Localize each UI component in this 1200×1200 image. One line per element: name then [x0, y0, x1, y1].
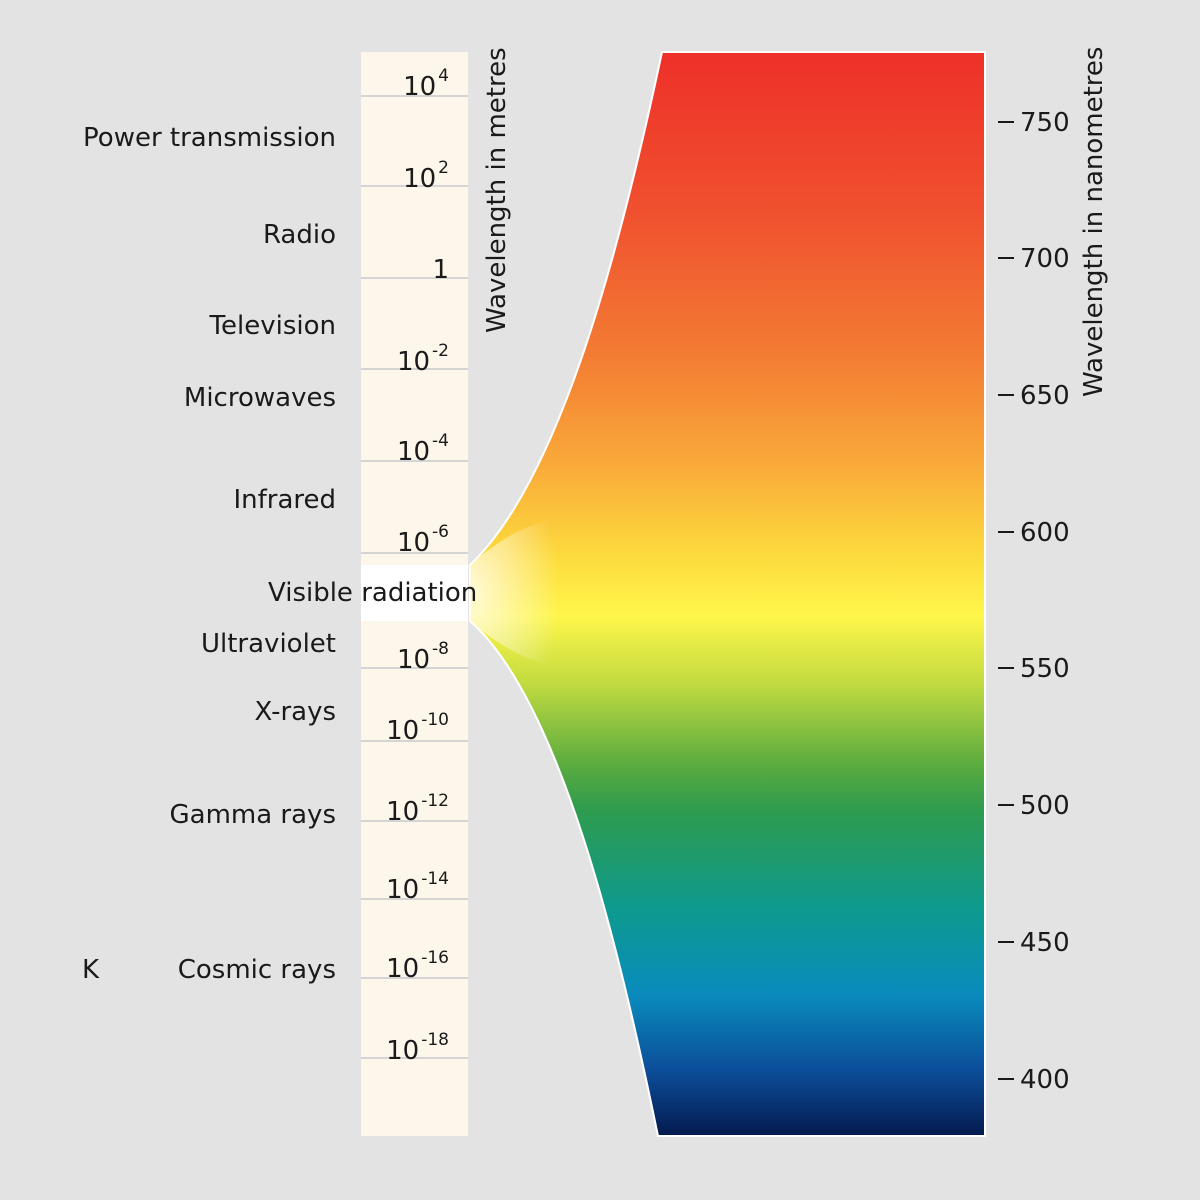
metre-axis-title: Wavelength in metres: [482, 47, 512, 333]
nanometre-tick-label: 750: [1020, 108, 1070, 138]
band-label: Visible radiation: [268, 578, 477, 608]
visible-spectrum-glow: [470, 520, 560, 665]
metre-tick-label: 10 -12: [386, 791, 449, 827]
metre-tick-label: 1: [432, 255, 449, 285]
band-label: X-rays: [255, 697, 336, 727]
visible-spectrum-fan: [469, 51, 986, 1137]
band-labels: Power transmission Radio Television Microwa…: [83, 123, 477, 985]
metre-tick-label: 10 -2: [397, 341, 449, 377]
visible-band-highlight: [361, 565, 468, 621]
nanometre-tick-label: 600: [1020, 518, 1070, 548]
metre-tick-label: 10 -8: [397, 639, 449, 675]
nanometre-tick-label: 400: [1020, 1065, 1070, 1095]
metre-tick-label: 10 -18: [386, 1030, 449, 1066]
metre-tick-label: 10 -14: [386, 869, 449, 905]
band-label: Television: [209, 311, 336, 341]
band-label: Radio: [263, 220, 336, 250]
nanometre-tick-label: 450: [1020, 928, 1070, 958]
metre-tick-label: 10 -16: [386, 948, 449, 984]
metre-tick-labels: 10 4 10 2 1 10 -2 10 -4 10 -6 10 -8 10 -10 10 -12 10 -14 10…: [386, 66, 449, 1066]
nanometre-tick-label: 550: [1020, 654, 1070, 684]
metre-tick-label: 10 -4: [397, 431, 449, 467]
metre-tick-label: 10 -10: [386, 710, 449, 746]
band-label: Infrared: [233, 485, 336, 515]
nanometre-tick-label: 650: [1020, 381, 1070, 411]
nanometre-tick-label: 700: [1020, 244, 1070, 274]
band-label: Power transmission: [83, 123, 336, 153]
metre-tick-lines: [361, 95, 468, 1059]
nanometre-axis: 750 700 650 600 550 500 450 400: [998, 108, 1070, 1095]
band-label: Microwaves: [184, 383, 336, 413]
metre-tick-label: 10 4: [403, 66, 449, 102]
nanometre-tick-label: 500: [1020, 791, 1070, 821]
band-label: Gamma rays: [170, 800, 337, 830]
band-label: Cosmic rays: [178, 955, 336, 985]
metre-tick-label: 10 -6: [397, 522, 449, 558]
nanometre-axis-title: Wavelength in nanometres: [1079, 47, 1109, 397]
stray-mark: K: [82, 955, 100, 985]
metre-tick-label: 10 2: [403, 158, 449, 194]
band-label: Ultraviolet: [201, 629, 336, 659]
